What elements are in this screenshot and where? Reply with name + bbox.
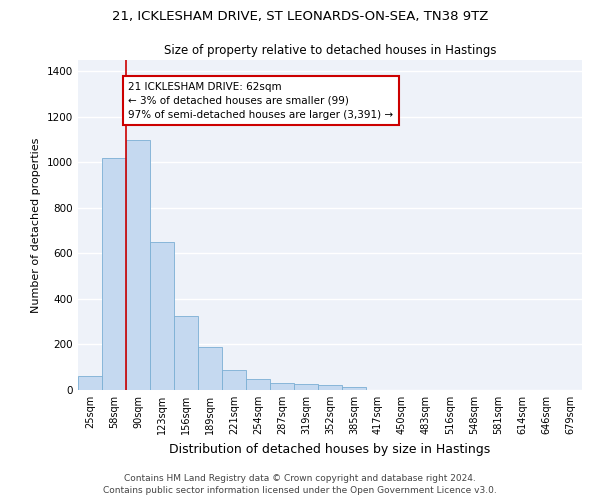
Bar [198,347,222,390]
Text: 21, ICKLESHAM DRIVE, ST LEONARDS-ON-SEA, TN38 9TZ: 21, ICKLESHAM DRIVE, ST LEONARDS-ON-SEA,… [112,10,488,23]
Bar [126,140,150,390]
Bar [174,316,198,390]
Bar [246,379,270,390]
Bar [270,383,294,390]
Title: Size of property relative to detached houses in Hastings: Size of property relative to detached ho… [164,44,496,58]
Bar [294,384,318,390]
Text: 21 ICKLESHAM DRIVE: 62sqm
← 3% of detached houses are smaller (99)
97% of semi-d: 21 ICKLESHAM DRIVE: 62sqm ← 3% of detach… [128,82,394,120]
Bar [150,242,174,390]
Y-axis label: Number of detached properties: Number of detached properties [31,138,41,312]
Bar [342,386,366,390]
Bar [102,158,126,390]
Bar [318,385,342,390]
Bar [222,370,246,390]
X-axis label: Distribution of detached houses by size in Hastings: Distribution of detached houses by size … [169,442,491,456]
Text: Contains HM Land Registry data © Crown copyright and database right 2024.
Contai: Contains HM Land Registry data © Crown c… [103,474,497,495]
Bar [78,376,102,390]
